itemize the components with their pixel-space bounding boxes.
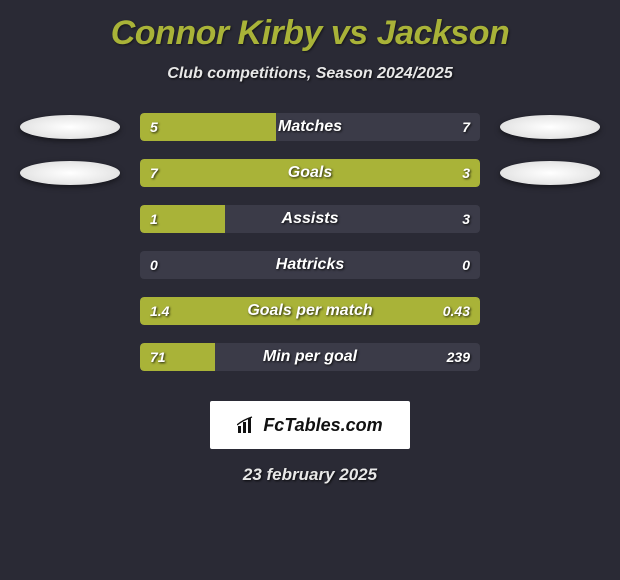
avatar-col-left — [20, 161, 120, 185]
avatar-col-right — [500, 161, 600, 185]
player-avatar-right — [500, 115, 600, 139]
stat-row: 7 Goals 3 — [0, 159, 620, 187]
stat-value-right: 7 — [462, 119, 470, 135]
logo-text: FcTables.com — [263, 415, 382, 436]
player-avatar-left — [20, 115, 120, 139]
stat-value-right: 0 — [462, 257, 470, 273]
stat-label: Goals per match — [247, 302, 372, 320]
stat-label: Hattricks — [276, 256, 344, 274]
stat-row: 5 Matches 7 — [0, 113, 620, 141]
stat-value-left: 0 — [150, 257, 158, 273]
source-logo: FcTables.com — [210, 401, 410, 449]
stat-value-right: 3 — [462, 165, 470, 181]
stat-row: 71 Min per goal 239 — [120, 343, 500, 371]
stat-row: 1.4 Goals per match 0.43 — [120, 297, 500, 325]
stat-value-right: 239 — [447, 349, 470, 365]
stat-label: Goals — [288, 164, 332, 182]
player-avatar-left — [20, 161, 120, 185]
bar-chart-icon — [237, 416, 257, 434]
stat-label: Min per goal — [263, 348, 357, 366]
stat-value-left: 71 — [150, 349, 166, 365]
stat-value-left: 1.4 — [150, 303, 169, 319]
page-subtitle: Club competitions, Season 2024/2025 — [0, 65, 620, 83]
date-label: 23 february 2025 — [0, 465, 620, 485]
bar-fill-left — [140, 113, 276, 141]
bars-region: 1 Assists 3 0 Hattricks 0 1.4 Goals per … — [0, 205, 620, 389]
stat-bar: 5 Matches 7 — [140, 113, 480, 141]
stat-value-left: 1 — [150, 211, 158, 227]
stat-label: Assists — [282, 210, 339, 228]
avatar-col-left — [20, 115, 120, 139]
stat-value-right: 0.43 — [443, 303, 470, 319]
stat-value-left: 5 — [150, 119, 158, 135]
stat-bar: 1.4 Goals per match 0.43 — [140, 297, 480, 325]
comparison-card: Connor Kirby vs Jackson Club competition… — [0, 0, 620, 495]
stat-row: 1 Assists 3 — [120, 205, 500, 233]
player-avatar-right — [500, 161, 600, 185]
stat-label: Matches — [278, 118, 342, 136]
avatar-col-right — [500, 115, 600, 139]
stat-bar: 0 Hattricks 0 — [140, 251, 480, 279]
stat-bar: 1 Assists 3 — [140, 205, 480, 233]
bar-fill-left — [140, 159, 371, 187]
stat-row: 0 Hattricks 0 — [120, 251, 500, 279]
stat-value-right: 3 — [462, 211, 470, 227]
stat-bar: 71 Min per goal 239 — [140, 343, 480, 371]
page-title: Connor Kirby vs Jackson — [0, 14, 620, 53]
stat-value-left: 7 — [150, 165, 158, 181]
stat-bar: 7 Goals 3 — [140, 159, 480, 187]
